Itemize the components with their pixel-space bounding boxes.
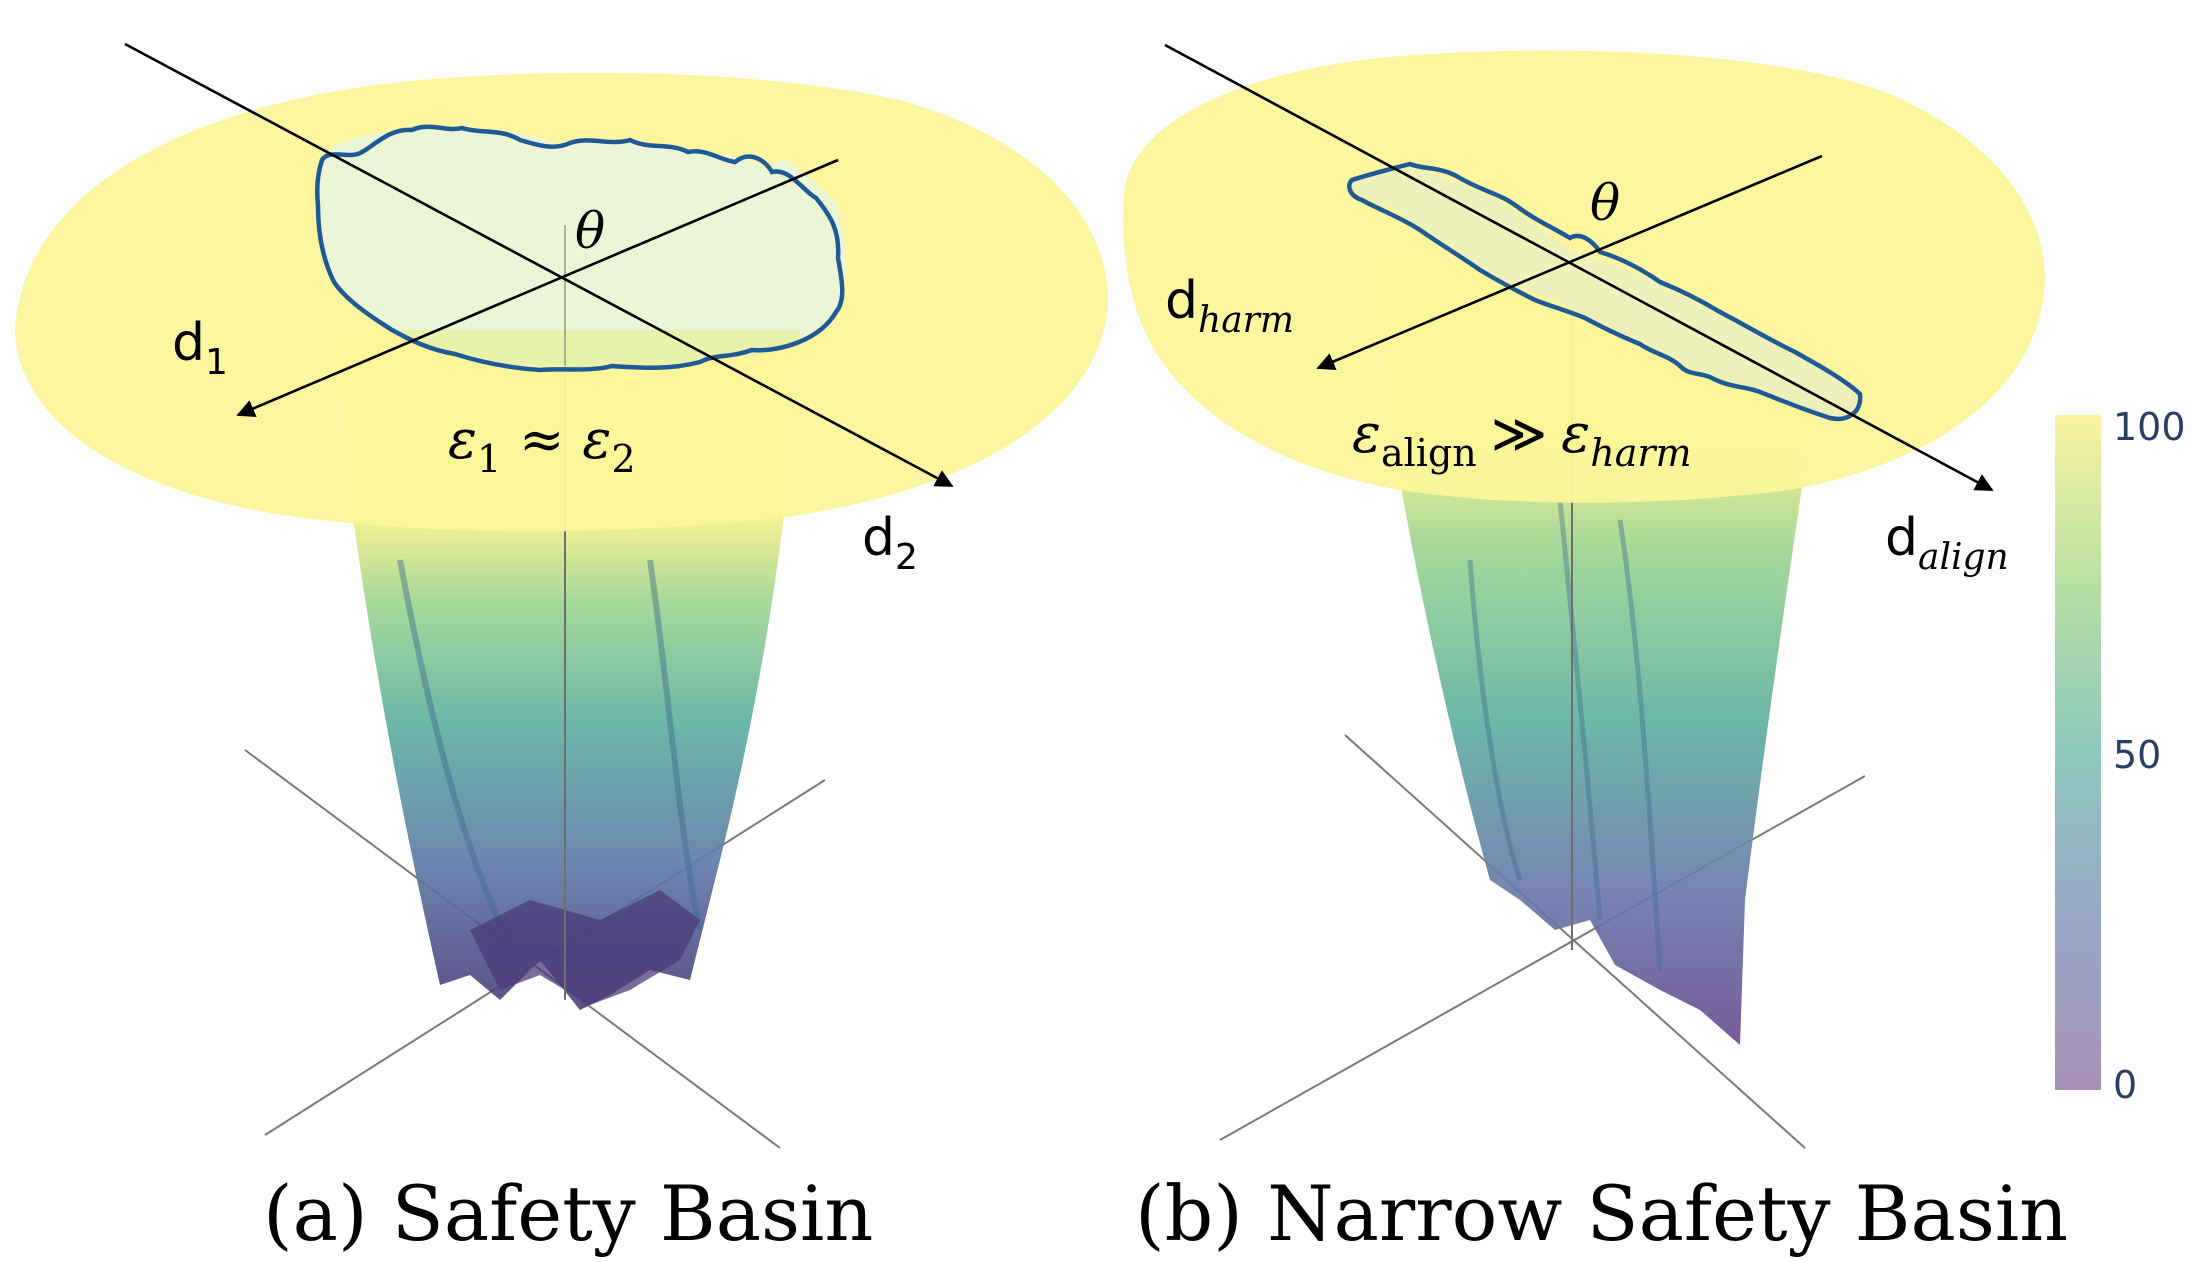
caption-a: (a) Safety Basin <box>263 1169 873 1258</box>
safety-contour-b <box>1347 161 1863 422</box>
arrow-d-align-b <box>1164 43 1994 492</box>
relation-label-a: ε1 ≈ ε2 <box>448 408 636 481</box>
panel-b: θ dharm dalign εalign ≫ εharm (b) Narrow S… <box>1123 43 2068 1258</box>
d1-label-a: d1 <box>172 313 228 383</box>
colorbar-tick-100: 100 <box>2113 405 2186 449</box>
floor-axis-b2 <box>1219 775 1866 1141</box>
floor-axis-b1 <box>1344 734 1806 1149</box>
basin-ridge-b <box>1467 499 1663 971</box>
theta-label-a: θ <box>575 202 605 260</box>
arrow-d2-a <box>124 42 954 488</box>
basin-opening-b <box>1351 165 1859 420</box>
colorbar-tick-0: 0 <box>2113 1063 2137 1107</box>
relation-label-b: εalign ≫ εharm <box>1352 402 1692 475</box>
rim-surface-a <box>15 72 1109 532</box>
arrow-d-harm-b <box>1316 154 1823 371</box>
panel-a: θ d1 d2 ε1 ≈ ε2 (a) Safety Basin <box>15 42 1109 1258</box>
d2-label-a: d2 <box>862 508 918 578</box>
theta-label-b: θ <box>1590 174 1620 232</box>
caption-b: (b) Narrow Safety Basin <box>1135 1169 2068 1258</box>
safety-contour-a <box>314 124 845 373</box>
d-harm-label-b: dharm <box>1165 271 1294 341</box>
colorbar: 100 50 0 <box>2055 405 2186 1107</box>
colorbar-gradient <box>2055 415 2101 1090</box>
basin-opening-a <box>317 128 846 370</box>
colorbar-tick-50: 50 <box>2113 733 2161 777</box>
basin-bottom-a <box>470 890 700 1005</box>
arrow-d1-a <box>236 158 839 417</box>
d-align-label-b: dalign <box>1885 508 2009 578</box>
